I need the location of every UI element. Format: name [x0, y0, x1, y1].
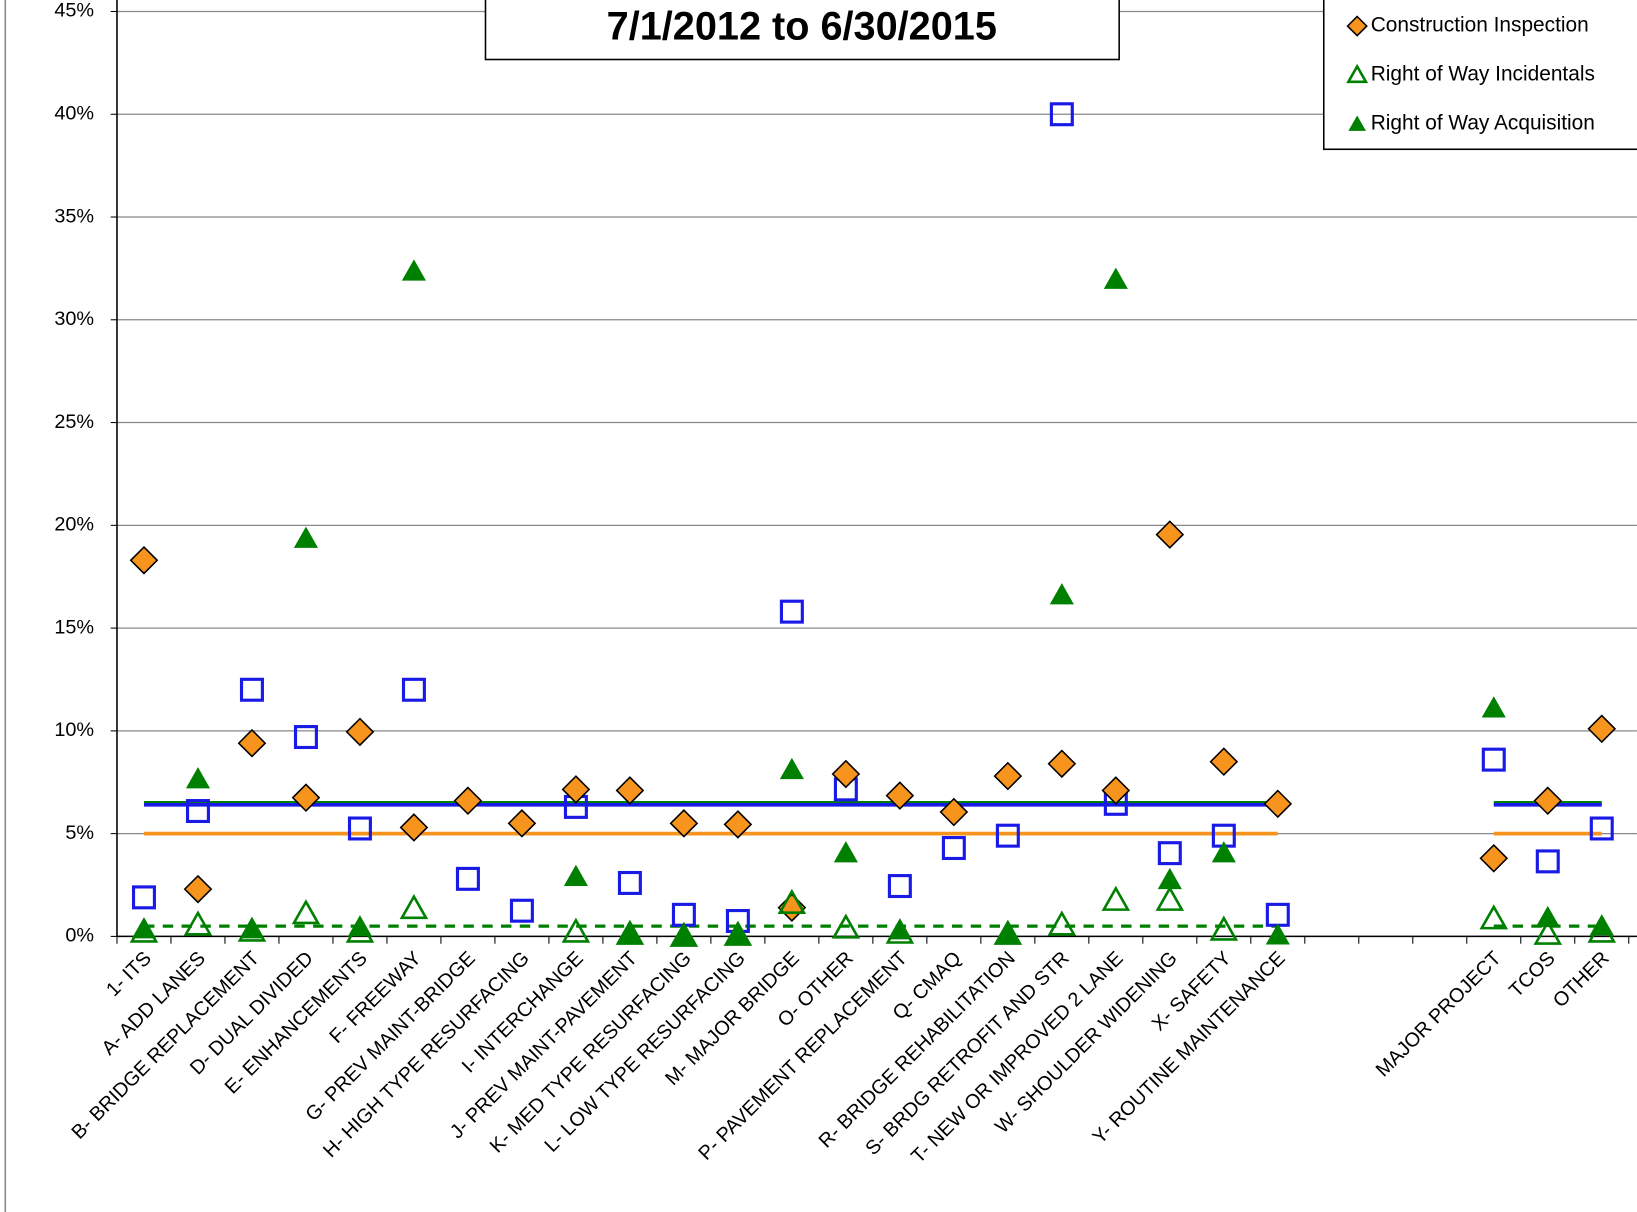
marker-diamond [399, 813, 429, 842]
marker-diamond [1533, 786, 1563, 816]
marker-square [1157, 841, 1182, 866]
y-tick-label: 25% [54, 411, 94, 433]
marker-square [185, 799, 210, 824]
marker-triangle [293, 526, 319, 548]
marker-triangle-open [183, 910, 213, 936]
marker-square [995, 823, 1020, 848]
legend-label: Construction Inspection [1371, 14, 1589, 37]
marker-triangle-open [1101, 885, 1131, 911]
legend-entries: Construction Inspection Right of Way Inci… [1346, 14, 1595, 135]
marker-diamond [1587, 714, 1617, 744]
marker-square [1589, 816, 1614, 841]
marker-triangle [131, 917, 157, 939]
marker-triangle-open [291, 899, 321, 925]
title-box [484, 0, 1120, 61]
marker-triangle [725, 923, 750, 945]
marker-triangle [1481, 696, 1506, 718]
y-tick-label: 0% [65, 925, 94, 947]
marker-triangle-open [399, 893, 429, 920]
marker-triangle [1211, 841, 1236, 863]
marker-triangle [887, 918, 912, 940]
marker-square [1049, 102, 1074, 127]
legend [1322, 0, 1637, 151]
marker-triangle [779, 757, 804, 780]
marker-triangle [995, 921, 1020, 943]
marker-diamond [1209, 747, 1239, 777]
marker-diamond [507, 809, 537, 838]
marker-square [401, 677, 426, 702]
y-tick-label: 45% [54, 0, 94, 22]
marker-square [293, 725, 318, 750]
marker-triangle-open [561, 917, 591, 943]
marker-triangle-open [1479, 904, 1509, 930]
marker-square [617, 870, 642, 895]
marker-diamond [1155, 520, 1185, 549]
marker-diamond [1479, 843, 1509, 873]
marker-triangle-open [1047, 910, 1077, 936]
marker-triangle-open [1346, 63, 1369, 84]
y-tick-label: 5% [65, 822, 94, 844]
y-tick-label: 35% [54, 205, 94, 227]
marker-diamond [453, 786, 483, 816]
marker-square [131, 885, 156, 910]
marker-square [941, 836, 966, 861]
marker-diamond [885, 781, 915, 810]
marker-diamond [345, 717, 375, 747]
marker-triangle [1348, 115, 1366, 131]
y-tick-label: 30% [54, 308, 94, 330]
marker-triangle [1535, 905, 1560, 928]
marker-triangle [1157, 867, 1182, 890]
marker-triangle [1265, 923, 1290, 945]
legend-label: Right of Way Incidentals [1371, 63, 1595, 86]
marker-square [1535, 849, 1560, 874]
chart-title: 7/1/2012 to 6/30/2015 [607, 5, 997, 49]
y-tick-label: 40% [54, 102, 94, 124]
marker-triangle [1589, 914, 1614, 936]
marker-triangle-open [1533, 919, 1563, 945]
marker-triangle [1049, 583, 1074, 605]
marker-triangle [671, 923, 696, 945]
marker-square [887, 874, 912, 899]
marker-triangle [617, 922, 642, 944]
marker-triangle [185, 767, 211, 789]
marker-diamond [723, 810, 753, 839]
marker-triangle [833, 841, 858, 863]
marker-diamond [615, 776, 645, 805]
marker-diamond [291, 783, 321, 812]
marker-diamond [993, 761, 1023, 791]
marker-triangle-open [831, 913, 861, 939]
marker-square [779, 599, 804, 624]
marker-square [455, 866, 480, 891]
marker-diamond [1047, 749, 1077, 779]
marker-square [239, 677, 264, 702]
marker-diamond [939, 797, 969, 827]
marker-diamond [1346, 15, 1368, 37]
marker-diamond [561, 775, 591, 804]
marker-diamond [1101, 776, 1131, 805]
legend-label: Right of Way Acquisition [1371, 112, 1595, 135]
marker-square [1481, 747, 1506, 772]
marker-triangle [347, 915, 373, 937]
marker-diamond [183, 874, 213, 904]
marker-triangle-open [1155, 885, 1185, 911]
marker-triangle-open [1209, 915, 1239, 941]
y-tick-label: 20% [54, 514, 94, 536]
marker-diamond [129, 545, 159, 575]
marker-triangle [563, 864, 588, 886]
y-tick-label: 10% [54, 719, 94, 741]
marker-diamond [669, 809, 699, 838]
marker-triangle [401, 259, 426, 281]
marker-square [347, 816, 372, 841]
marker-diamond [831, 759, 861, 789]
marker-triangle-open [777, 888, 807, 915]
y-tick-label: 15% [54, 616, 94, 638]
marker-diamond [237, 728, 267, 758]
marker-triangle [1103, 267, 1128, 289]
marker-diamond [1263, 789, 1293, 819]
marker-square [509, 898, 534, 923]
marker-triangle [239, 917, 265, 939]
